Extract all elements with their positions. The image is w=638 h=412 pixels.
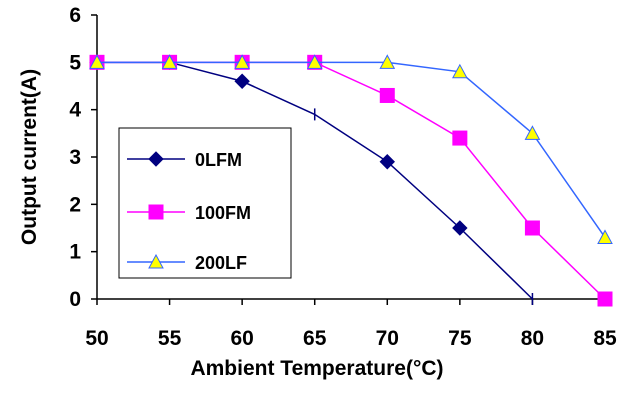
series-0LFM-marker-5 [452, 220, 468, 236]
legend-item-200LF: 200LF [127, 253, 247, 273]
legend-200LF-marker-0 [148, 253, 164, 269]
series-200LF-marker-4 [379, 54, 396, 69]
legend-item-0LFM: 0LFM [127, 150, 242, 170]
y-tick-label-0: 0 [69, 288, 81, 311]
series-200LF-marker-0 [89, 54, 105, 69]
series-200LF-marker-7 [597, 229, 613, 244]
series-200LF [89, 54, 613, 244]
legend-label: 200LF [195, 253, 247, 273]
series-100FM-marker-4 [379, 87, 395, 103]
y-tick-label-3: 3 [69, 146, 81, 169]
x-tick-label-4: 70 [376, 327, 399, 350]
x-tick-label-3: 65 [303, 327, 327, 350]
y-tick-label-6: 6 [69, 4, 81, 27]
series-200LF-marker-5 [452, 63, 468, 79]
series-200LF-marker-6 [524, 125, 541, 140]
series-0LFM-marker-2 [234, 73, 250, 89]
series-200LF-marker-1 [161, 54, 178, 69]
legend-label: 100FM [195, 203, 251, 223]
series-line-200LF [97, 61, 606, 238]
series-100FM-marker-7 [597, 291, 613, 307]
x-tick-label-7: 85 [593, 327, 617, 350]
legend-0LFM-marker-0 [148, 151, 164, 167]
y-tick-label-2: 2 [69, 193, 81, 216]
legend-label: 0LFM [195, 150, 242, 170]
series-200LF-marker-3 [306, 54, 323, 69]
ticks: 0 1 2 3 4 5 6 50 55 60 65 70 75 80 85 [69, 4, 617, 350]
legend: 0LFM 100FM 200LF [118, 127, 292, 279]
legend-item-100FM: 100FM [127, 203, 251, 223]
y-tick-label-5: 5 [69, 51, 81, 74]
x-tick-label-5: 75 [448, 327, 472, 350]
series-0LFM-marker-4 [379, 154, 395, 170]
y-axis-title: Output current(A) [18, 69, 41, 245]
x-tick-label-1: 55 [158, 327, 182, 350]
y-tick-label-1: 1 [69, 241, 81, 264]
x-tick-label-2: 60 [230, 327, 253, 350]
series-100FM-marker-5 [452, 130, 468, 146]
legend-100FM-marker-0 [148, 204, 164, 220]
series-200LF-marker-2 [234, 54, 250, 69]
x-tick-label-0: 50 [85, 327, 108, 350]
x-tick-label-6: 80 [521, 327, 544, 350]
legend-box [118, 127, 292, 279]
series-layer [89, 54, 613, 307]
y-tick-label-4: 4 [69, 99, 81, 122]
x-axis-title: Ambient Temperature(°C) [190, 357, 443, 380]
series-100FM-marker-6 [524, 220, 540, 236]
